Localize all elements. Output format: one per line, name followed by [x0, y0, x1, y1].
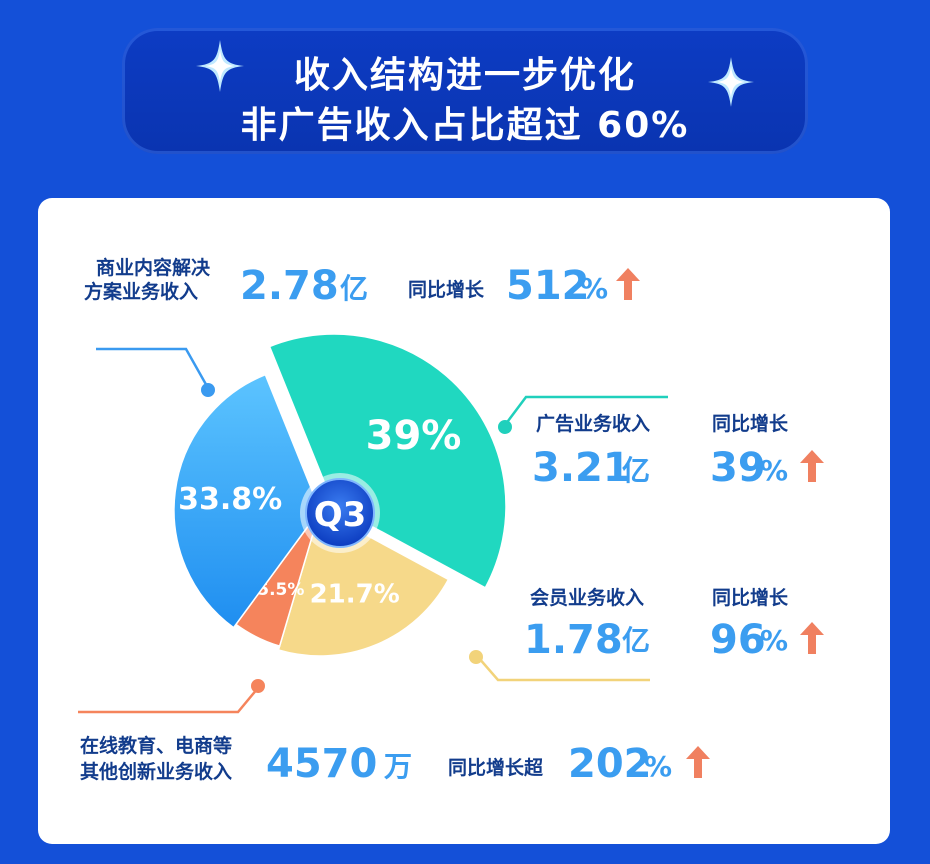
other-growth-label: 同比增长超 [448, 757, 544, 779]
other-growth-unit: % [644, 750, 673, 783]
ads-growth-unit: % [760, 454, 789, 487]
leader-dot-solutions [201, 383, 215, 397]
members-growth-label: 同比增长 [712, 587, 789, 609]
ads-name: 广告业务收入 [536, 413, 651, 435]
arrow-up-icon [616, 268, 640, 300]
solutions-name-line1: 商业内容解决 [96, 257, 211, 279]
ads-growth: 39 [710, 445, 766, 491]
leader-dot-ads [498, 420, 512, 434]
other-unit: 万 [384, 750, 413, 783]
ads-value: 3.21 [532, 445, 631, 491]
solutions-growth-unit: % [580, 272, 609, 305]
other-name-line2: 其他创新业务收入 [80, 761, 233, 783]
solutions-value: 2.78 [240, 263, 339, 309]
solutions-unit: 亿 [340, 272, 369, 305]
banner-title-line1: 收入结构进一步优化 [293, 55, 636, 96]
ads-growth-label: 同比增长 [712, 413, 789, 435]
pie-label-members: 21.7% [310, 580, 400, 610]
members-value: 1.78 [524, 617, 623, 663]
pie-label-ads: 39% [366, 413, 462, 459]
sparkle-icon [196, 40, 244, 92]
arrow-up-icon [800, 450, 824, 482]
leader-line-other [78, 687, 259, 714]
solutions-growth: 512 [506, 263, 590, 309]
other-growth: 202 [568, 741, 652, 787]
other-name-line1: 在线教育、电商等 [80, 735, 233, 757]
members-name: 会员业务收入 [530, 587, 645, 609]
ads-unit: 亿 [622, 454, 651, 487]
pie-label-other: 5.5% [257, 580, 304, 600]
arrow-up-icon [686, 746, 710, 778]
leader-line-ads [504, 395, 668, 426]
members-unit: 亿 [622, 624, 651, 657]
sparkle-icon [708, 57, 754, 107]
pie-center-label: Q3 [314, 495, 367, 535]
leader-dot-other [251, 679, 265, 693]
members-growth: 96 [710, 617, 766, 663]
arrow-up-icon [800, 622, 824, 654]
other-value: 4570 [266, 741, 378, 787]
leader-line-solutions [96, 347, 210, 389]
banner-title-line2: 非广告收入占比超过 60% [240, 105, 690, 146]
leader-dot-members [469, 650, 483, 664]
pie-slice-solutions [173, 373, 321, 629]
members-growth-unit: % [760, 624, 789, 657]
pie-center-badge: Q3 [300, 473, 380, 553]
solutions-name-line2: 方案业务收入 [84, 281, 199, 303]
solutions-growth-label: 同比增长 [408, 279, 485, 301]
leader-line-members [477, 656, 650, 682]
pie-label-solutions: 33.8% [178, 482, 282, 517]
title-banner: 收入结构进一步优化 非广告收入占比超过 60% [122, 28, 808, 154]
pie-slice-ads [268, 333, 507, 589]
